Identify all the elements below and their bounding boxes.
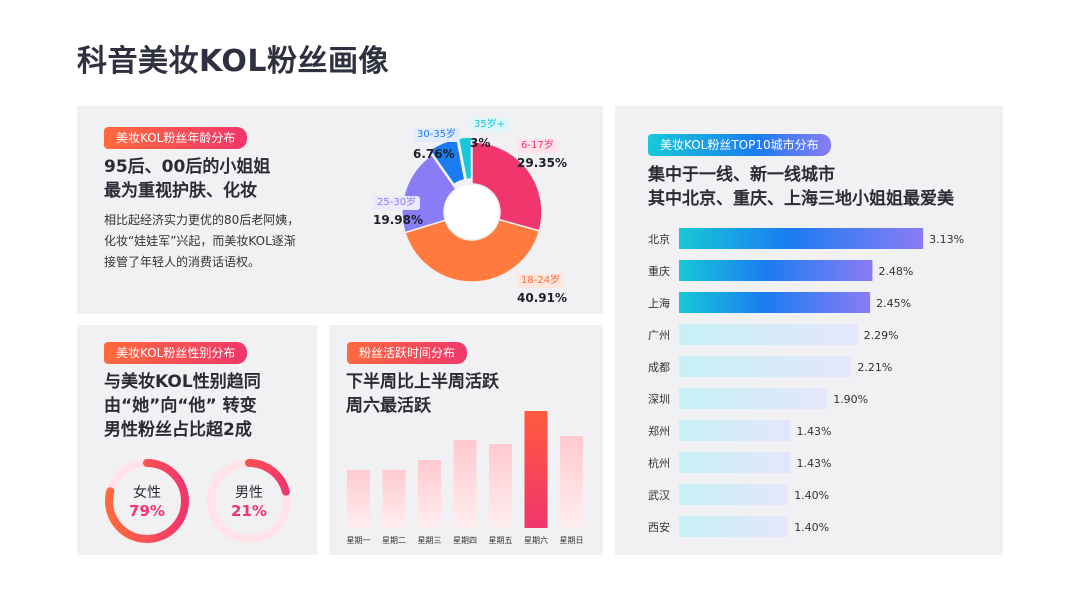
donut-center <box>445 185 499 239</box>
activity-headline-line-1: 下半周比上半周活跃 <box>346 372 499 392</box>
age-headline-line-1: 95后、00后的小姐姐 <box>104 157 271 177</box>
donut-category-label: 25-30岁 <box>373 196 421 210</box>
age-donut-chart <box>401 136 543 283</box>
city-bar-8 <box>679 484 789 505</box>
day-bar-4 <box>489 444 512 528</box>
gender-headline-line-2: 由“她”向“他” 转变 <box>104 396 257 416</box>
city-value-label: 1.90% <box>833 393 868 406</box>
city-tick-label: 广州 <box>648 329 670 342</box>
donut-value-label: 40.91% <box>517 291 567 305</box>
day-bar-3 <box>453 440 477 528</box>
donut-slice-3 <box>428 137 466 186</box>
donut-slice-1 <box>404 218 541 283</box>
city-bar-5 <box>679 388 828 409</box>
donut-value-label: 3% <box>470 136 491 150</box>
donut-value-label: 6.76% <box>413 147 455 161</box>
day-tick-label: 星期五 <box>489 536 513 545</box>
age-headline: 95后、00后的小姐姐 最为重视护肤、化妆 <box>104 155 270 203</box>
city-value-label: 2.29% <box>864 329 899 342</box>
city-tick-label: 武汉 <box>648 489 670 502</box>
gender-headline-line-1: 与美妆KOL性别趋同 <box>104 372 261 392</box>
city-headline-line-2: 其中北京、重庆、上海三地小姐姐最爱美 <box>648 189 954 209</box>
city-value-label: 2.48% <box>878 265 913 278</box>
city-bar-1 <box>679 260 873 281</box>
day-tick-label: 星期六 <box>524 535 548 545</box>
city-bar-2 <box>679 292 871 313</box>
city-value-label: 2.21% <box>857 361 892 374</box>
day-bar-0 <box>347 470 370 528</box>
city-value-label: 2.45% <box>876 297 911 310</box>
city-bar-3 <box>679 324 858 345</box>
ring-value-label: 79% <box>129 502 165 520</box>
activity-bar-chart: 星期一 星期二 星期三 星期四 星期五 星期六 星期日 <box>347 411 584 545</box>
city-tick-label: 北京 <box>648 232 670 246</box>
ring-category-label: 女性 <box>133 484 161 501</box>
gender-panel: 美妆KOL粉丝性别分布 与美妆KOL性别趋同 由“她”向“他” 转变 男性粉丝占… <box>77 325 317 555</box>
city-value-label: 1.43% <box>797 425 832 438</box>
age-tag: 美妆KOL粉丝年龄分布 <box>104 127 248 149</box>
ring-value-label: 21% <box>231 502 267 520</box>
city-bar-chart: 北京 3.13% 重庆 2.48% 上海 2.45% 广州 2.29% 成都 2.21% 深圳 1.9… <box>648 228 964 537</box>
city-tick-label: 重庆 <box>648 264 670 278</box>
city-tag: 美妆KOL粉丝TOP10城市分布 <box>648 134 831 156</box>
age-body: 相比起经济实力更优的80后老阿姨， 化妆“娃娃军”兴起，而美妆KOL逐渐 接管了… <box>104 210 299 273</box>
donut-slice-0 <box>471 141 543 232</box>
gender-tag: 美妆KOL粉丝性别分布 <box>104 342 248 364</box>
ring-arc-0 <box>105 459 189 543</box>
day-bar-6 <box>560 436 583 528</box>
ring-category-label: 男性 <box>235 485 263 501</box>
day-tick-label: 星期二 <box>382 536 406 545</box>
day-bar-1 <box>382 470 406 528</box>
activity-headline: 下半周比上半周活跃 周六最活跃 <box>346 370 499 418</box>
city-tick-label: 西安 <box>648 520 670 534</box>
age-panel: 美妆KOL粉丝年龄分布 95后、00后的小姐姐 最为重视护肤、化妆 相比起经济实… <box>77 106 603 314</box>
day-tick-label: 星期日 <box>560 536 584 545</box>
age-headline-line-2: 最为重视护肤、化妆 <box>104 181 257 201</box>
gender-headline: 与美妆KOL性别趋同 由“她”向“他” 转变 男性粉丝占比超2成 <box>104 370 261 442</box>
gender-headline-line-3: 男性粉丝占比超2成 <box>104 420 252 440</box>
activity-tag: 粉丝活跃时间分布 <box>347 342 468 364</box>
age-body-line-3: 接管了年轻人的消费话语权。 <box>104 255 261 269</box>
city-panel: 美妆KOL粉丝TOP10城市分布 集中于一线、新一线城市 其中北京、重庆、上海三… <box>615 106 1003 555</box>
city-tick-label: 上海 <box>648 296 670 310</box>
age-body-line-1: 相比起经济实力更优的80后老阿姨， <box>104 213 300 227</box>
day-bar-2 <box>418 460 441 528</box>
donut-category-label: 18-24岁 <box>517 274 565 288</box>
city-bar-9 <box>679 516 789 537</box>
ring-arc-1 <box>207 459 291 543</box>
city-value-label: 1.43% <box>797 457 832 470</box>
activity-panel: 粉丝活跃时间分布 下半周比上半周活跃 周六最活跃 星期一 星期二 星期三 星期四 星期五… <box>329 325 603 555</box>
city-bar-0 <box>679 228 924 249</box>
donut-slice-4 <box>457 136 473 181</box>
city-tick-label: 杭州 <box>648 456 670 470</box>
city-tick-label: 郑州 <box>648 424 670 438</box>
page-title: 科音美妆KOL粉丝画像 <box>77 44 390 79</box>
donut-category-label: 30-35岁 <box>413 128 461 142</box>
city-value-label: 1.40% <box>794 521 829 534</box>
day-tick-label: 星期三 <box>418 536 442 545</box>
city-bar-4 <box>679 356 852 377</box>
donut-value-label: 29.35% <box>517 156 567 170</box>
city-tick-label: 深圳 <box>648 393 670 406</box>
activity-headline-line-2: 周六最活跃 <box>346 396 431 416</box>
day-tick-label: 星期一 <box>347 536 371 545</box>
day-tick-label: 星期四 <box>453 536 477 545</box>
city-tick-label: 成都 <box>648 361 670 374</box>
day-bar-5 <box>524 411 548 528</box>
city-bar-6 <box>679 420 791 441</box>
age-body-line-2: 化妆“娃娃军”兴起，而美妆KOL逐渐 <box>104 234 296 248</box>
donut-category-label: 6-17岁 <box>517 139 558 153</box>
donut-value-label: 19.98% <box>373 213 423 227</box>
city-headline-line-1: 集中于一线、新一线城市 <box>648 165 835 185</box>
city-value-label: 3.13% <box>929 233 964 246</box>
donut-category-label: 35岁+ <box>470 118 510 132</box>
city-bar-7 <box>679 452 791 473</box>
city-value-label: 1.40% <box>794 489 829 502</box>
city-headline: 集中于一线、新一线城市 其中北京、重庆、上海三地小姐姐最爱美 <box>648 163 954 211</box>
